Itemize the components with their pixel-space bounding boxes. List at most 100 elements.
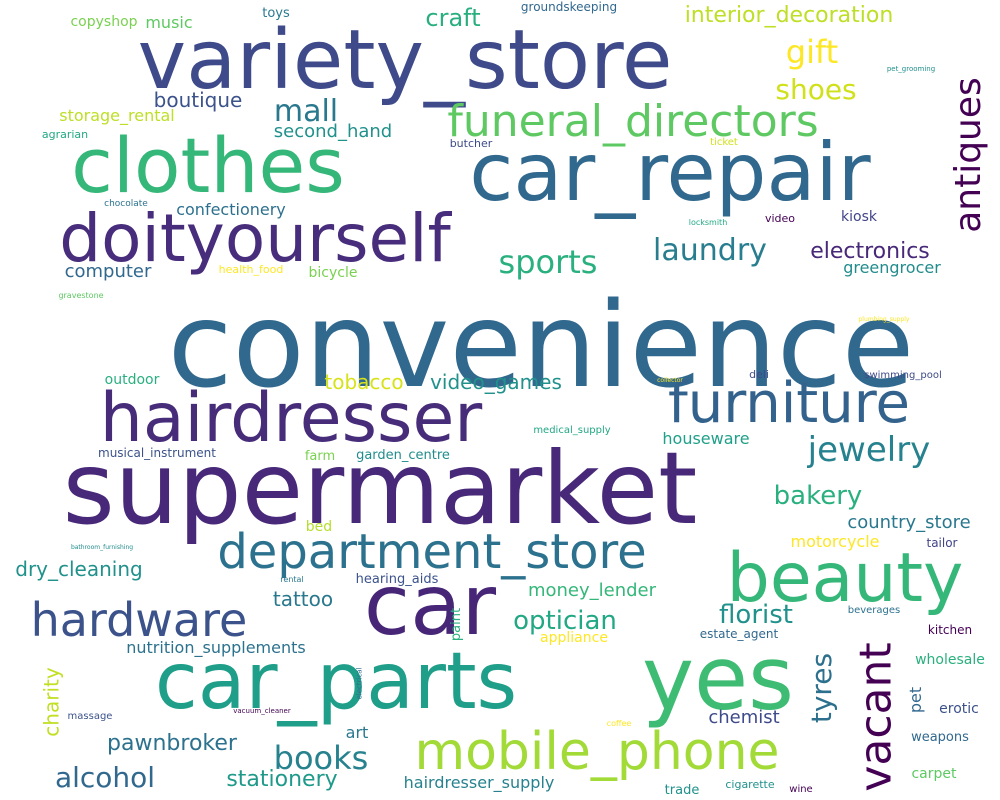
word: alcohol — [54, 761, 156, 794]
word: variety_store — [137, 13, 673, 108]
word: nutrition_supplements — [126, 638, 306, 657]
word: supermarket — [62, 430, 698, 547]
word: massage — [67, 711, 113, 722]
word: music — [145, 13, 193, 32]
word: estate_agent — [699, 627, 779, 641]
word: florist — [719, 600, 793, 630]
word: kiosk — [841, 209, 877, 225]
word: optician — [513, 606, 617, 636]
word: funeral_directors — [447, 96, 819, 147]
word: antiques — [947, 77, 989, 233]
word: gift — [785, 33, 839, 71]
word: garden_centre — [356, 447, 450, 463]
word: beauty — [726, 539, 964, 618]
word: shoes — [775, 73, 857, 106]
word: hardware — [30, 593, 248, 647]
word: wine — [789, 784, 813, 795]
word: beverages — [847, 605, 901, 616]
word: pet — [906, 686, 925, 714]
word: bakery — [773, 481, 863, 511]
word: art — [345, 723, 369, 742]
word: country_store — [847, 512, 971, 533]
word: swimming_pool — [864, 370, 942, 381]
word: gravestone — [58, 291, 104, 300]
word: musical_instrument — [98, 446, 216, 460]
word: tyres — [804, 652, 838, 724]
word: sports — [498, 243, 598, 281]
word: ticket — [710, 137, 738, 148]
word: yes — [641, 627, 795, 730]
word: carpet — [911, 766, 957, 782]
word: hairdresser_supply — [403, 773, 555, 792]
word: toys — [262, 5, 290, 21]
word: medical_supply — [533, 425, 611, 436]
word: mall — [273, 94, 339, 129]
word: charity — [39, 667, 64, 737]
word: jewelry — [807, 430, 931, 470]
word: clothes — [71, 121, 345, 210]
word: confectionery — [176, 200, 286, 219]
word: pet_grooming — [886, 64, 936, 73]
word: hearing_aids — [355, 571, 439, 587]
word: outdoor — [104, 372, 160, 388]
word: weapons — [911, 729, 969, 745]
word[interactable]: vacant — [850, 642, 902, 792]
word: laundry — [653, 233, 767, 268]
word: health_food — [218, 262, 284, 276]
word: tattoo — [272, 587, 334, 611]
word: stationery — [226, 767, 338, 792]
word: car — [363, 556, 497, 654]
word: second_hand — [273, 121, 393, 142]
word: mobile_phone — [414, 722, 780, 782]
word: doityourself — [59, 200, 451, 277]
word: bathroom_furnishing — [70, 544, 134, 551]
word: pawnbroker — [107, 731, 237, 756]
word: butcher — [449, 136, 493, 150]
word: deli — [749, 367, 769, 381]
word: wholesale — [915, 652, 985, 668]
word: video_games — [430, 370, 562, 394]
word: appliance — [540, 630, 608, 646]
word: storage_rental — [59, 106, 175, 125]
word: plumbing_supply — [858, 316, 910, 323]
word: hairdresser — [99, 379, 483, 458]
word: car_repair — [469, 126, 871, 219]
word: electronics — [810, 239, 930, 264]
word: tobacco — [324, 370, 404, 394]
word: bicycle — [308, 265, 358, 281]
word: agrarian — [41, 127, 89, 141]
word: boutique — [153, 88, 243, 112]
word: video — [764, 211, 796, 225]
word: copyshop — [70, 14, 138, 30]
word[interactable]: paint — [449, 607, 465, 641]
word: collector — [657, 377, 683, 384]
word: money_lender — [527, 580, 657, 601]
word: motorcycle — [790, 532, 880, 551]
word: vacuum_cleaner — [233, 706, 291, 715]
word: convenience — [167, 276, 915, 414]
word: tailor — [926, 536, 958, 550]
word: greengrocer — [843, 258, 941, 277]
word: locksmith — [688, 218, 728, 227]
word: car_parts — [154, 637, 518, 727]
word: coffee — [606, 719, 632, 728]
word: chocolate — [104, 198, 148, 209]
word: furniture — [668, 371, 910, 436]
word: farm — [304, 448, 336, 464]
word: erotic — [939, 701, 979, 717]
word: electrical — [355, 666, 364, 700]
word: dry_cleaning — [15, 557, 143, 581]
word: books — [273, 739, 369, 777]
word: interior_decoration — [684, 3, 894, 28]
word: rental — [280, 575, 304, 584]
word: cigarette — [725, 777, 775, 791]
word: trade — [664, 782, 700, 798]
word: kitchen — [927, 623, 973, 637]
word: houseware — [662, 429, 750, 448]
word: computer — [64, 261, 152, 282]
word: department_store — [217, 524, 647, 580]
word: groundskeeping — [520, 0, 618, 14]
word: craft — [425, 4, 481, 32]
word: chemist — [708, 707, 780, 728]
